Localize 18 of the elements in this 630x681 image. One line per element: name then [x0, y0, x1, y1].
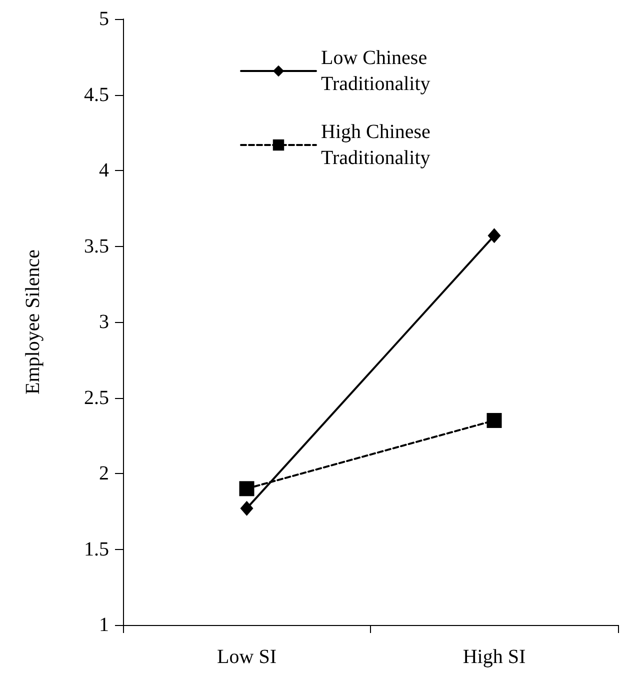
- legend-label: Low Chinese Traditionality: [321, 47, 432, 95]
- y-axis-title: Employee Silence: [22, 249, 44, 394]
- y-tick-label: 5: [99, 8, 109, 30]
- y-tick-label: 4: [99, 160, 109, 182]
- x-tick-label: Low SI: [217, 646, 276, 668]
- point: [486, 412, 502, 428]
- y-tick-label: 3.5: [84, 235, 109, 258]
- y-tick-label: 1: [99, 614, 109, 636]
- y-tick-label: 1.5: [84, 538, 109, 560]
- point: [488, 228, 501, 244]
- y-tick-label: 2.5: [84, 386, 109, 409]
- legend-label: High Chinese Traditionality: [321, 121, 436, 169]
- x-tick-label: High SI: [462, 646, 526, 668]
- y-tick-label: 3: [99, 311, 109, 333]
- y-tick-label: 4.5: [84, 84, 109, 106]
- point: [239, 481, 254, 496]
- y-tick-label: 2: [99, 462, 109, 484]
- point: [240, 500, 254, 516]
